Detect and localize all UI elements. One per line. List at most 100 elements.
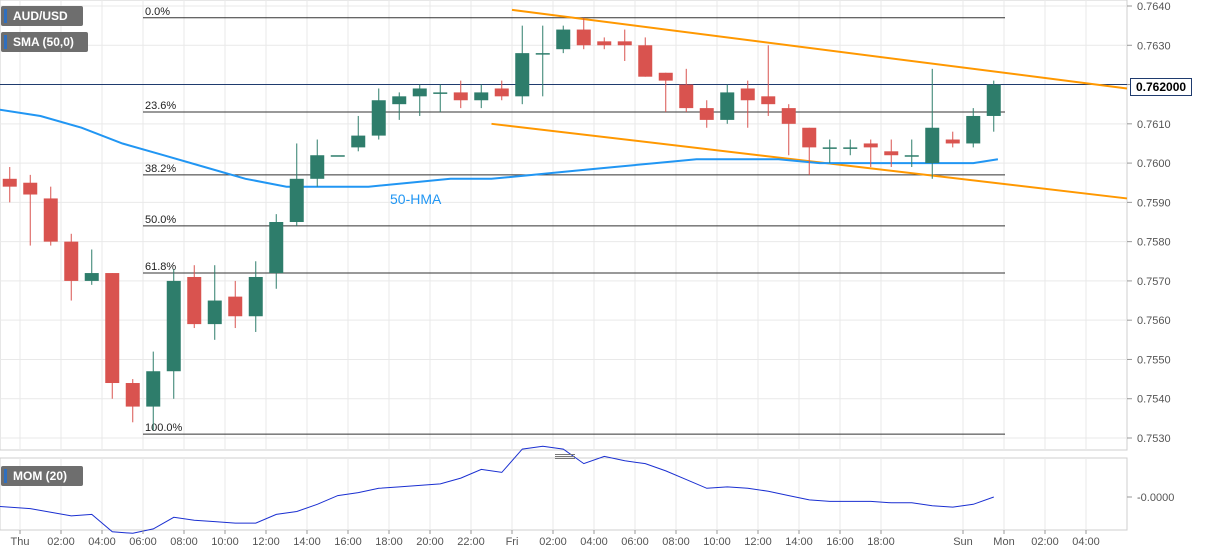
candle-body-up (433, 92, 448, 94)
candle-body-down (597, 41, 612, 46)
y-tick-label: 0.7590 (1137, 197, 1171, 209)
candle-body-down (2, 178, 17, 187)
candle-body-up (966, 115, 981, 144)
candle-body-down (125, 383, 140, 407)
x-tick-label: 12:00 (252, 536, 280, 548)
y-tick-label: 0.7540 (1137, 394, 1171, 406)
hma-line-layer (0, 108, 999, 188)
x-tick-label: 08:00 (662, 536, 690, 548)
candle-body-down (945, 139, 960, 144)
momentum-layer (0, 445, 994, 534)
candle-body-down (43, 198, 58, 242)
fib-level-label: 23.6% (145, 100, 176, 112)
candle-body-down (884, 151, 899, 156)
fib-level-label: 61.8% (145, 261, 176, 273)
candle-body-down (802, 127, 817, 148)
y-tick-label: 0.7580 (1137, 237, 1171, 249)
y-tick-label: 0.7560 (1137, 315, 1171, 327)
axes: 0.76400.76300.76200.76100.76000.75900.75… (11, 1, 1175, 548)
candle-body-up (556, 29, 571, 50)
mom-grid (0, 457, 1128, 531)
momentum-line (0, 445, 994, 534)
y-tick-label: 0.7600 (1137, 158, 1171, 170)
x-tick-label: 20:00 (416, 536, 444, 548)
x-tick-label: 16:00 (826, 536, 854, 548)
candle-body-up (84, 273, 99, 281)
x-tick-label: 02:00 (47, 536, 75, 548)
candle-body-down (658, 72, 673, 81)
x-tick-label: 08:00 (170, 536, 198, 548)
x-tick-label: 14:00 (293, 536, 321, 548)
candle-body-up (146, 371, 161, 407)
x-tick-label: 10:00 (703, 536, 731, 548)
x-tick-label: 06:00 (621, 536, 649, 548)
candle-body-down (863, 143, 878, 148)
x-tick-label: 04:00 (88, 536, 116, 548)
fib-level-label: 100.0% (145, 422, 183, 434)
y-tick-label: 0.7610 (1137, 119, 1171, 131)
candle-body-up (310, 155, 325, 179)
x-tick-label: 12:00 (744, 536, 772, 548)
x-tick-label: 02:00 (539, 536, 567, 548)
y-tick-label: 0.7550 (1137, 354, 1171, 366)
candle-body-down (453, 92, 468, 101)
candle-body-up (515, 53, 530, 97)
candle-body-up (474, 92, 489, 101)
x-tick-label: 04:00 (1072, 536, 1100, 548)
mom-y-tick-label: -0.0000 (1137, 492, 1174, 504)
candle-body-up (392, 96, 407, 105)
x-tick-label: 02:00 (1031, 536, 1059, 548)
candle-body-up (904, 155, 919, 157)
y-tick-label: 0.7570 (1137, 276, 1171, 288)
candle-body-up (248, 276, 263, 317)
x-tick-label: 22:00 (457, 536, 485, 548)
candle-body-up (822, 147, 837, 149)
channel-line (511, 8, 1128, 90)
hma-annotation: 50-HMA (390, 191, 442, 207)
x-tick-label: 06:00 (129, 536, 157, 548)
momentum-label[interactable]: MOM (20) (1, 466, 83, 486)
y-tick-label: 0.7630 (1137, 40, 1171, 52)
candle-body-up (330, 155, 345, 157)
candle-body-up (843, 147, 858, 149)
x-tick-label: 18:00 (867, 536, 895, 548)
candle-body-down (679, 84, 694, 109)
x-tick-label: Sun (953, 536, 973, 548)
indicator-label[interactable]: SMA (50,0) (1, 32, 88, 52)
candle-body-down (228, 296, 243, 317)
candle-body-down (494, 88, 509, 97)
current-price-badge: 0.762000 (1130, 78, 1193, 96)
candle-body-up (925, 127, 940, 164)
mom-panel-frame (0, 457, 1128, 531)
fib-level-label: 38.2% (145, 163, 176, 175)
candle-body-up (207, 300, 222, 325)
fib-level-label: 0.0% (145, 6, 170, 18)
candle-body-down (187, 276, 202, 325)
candle-body-up (720, 92, 735, 120)
candle-body-down (23, 182, 38, 195)
fib-level-label: 50.0% (145, 214, 176, 226)
x-tick-label: Fri (506, 536, 519, 548)
x-tick-label: Thu (11, 536, 30, 548)
symbol-label[interactable]: AUD/USD (1, 6, 83, 26)
candle-body-up (166, 280, 181, 372)
y-tick-label: 0.7530 (1137, 433, 1171, 445)
candle-body-up (412, 88, 427, 97)
y-tick-label: 0.7640 (1137, 1, 1171, 13)
candle-body-up (351, 135, 366, 148)
candle-body-down (576, 29, 591, 46)
candle-body-up (535, 53, 550, 55)
x-tick-label: 16:00 (334, 536, 362, 548)
x-tick-label: Mon (993, 536, 1014, 548)
candles (2, 17, 1001, 431)
candle-body-up (986, 84, 1001, 116)
candle-body-down (617, 41, 632, 46)
candle-body-down (761, 96, 776, 105)
panel-splitter-handle[interactable] (555, 454, 575, 459)
main-grid (0, 0, 1128, 451)
candle-body-down (699, 108, 714, 120)
candle-body-up (269, 222, 284, 274)
candle-body-down (105, 273, 120, 384)
x-tick-label: 14:00 (785, 536, 813, 548)
